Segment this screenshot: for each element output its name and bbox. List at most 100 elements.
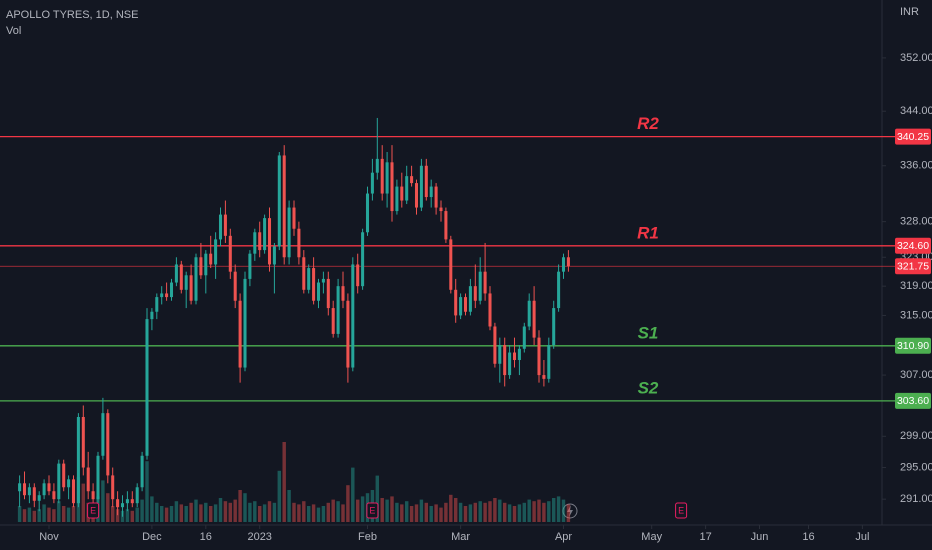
volume-bar: [507, 504, 512, 522]
level-name: R2: [637, 114, 659, 133]
event-marker[interactable]: [675, 502, 688, 519]
price-level-label: 321.75: [897, 261, 929, 273]
volume-bar: [194, 499, 198, 522]
volume-bar: [478, 501, 482, 522]
volume-bar: [502, 502, 507, 522]
volume-bar: [302, 501, 306, 522]
candle-body: [331, 308, 335, 334]
candle-body: [125, 499, 129, 504]
volume-bar: [189, 502, 193, 522]
candle-body: [316, 282, 321, 301]
candle-body: [209, 253, 213, 265]
volume-bar: [125, 509, 130, 522]
candle-body: [351, 264, 355, 368]
volume-bar: [385, 499, 389, 522]
candle-body: [459, 297, 463, 316]
candle-body: [81, 416, 85, 468]
candle-body: [96, 455, 100, 500]
volume-bar: [316, 507, 321, 522]
volume-bar: [375, 475, 380, 522]
volume-bar: [169, 506, 174, 522]
candle-body: [336, 286, 340, 334]
volume-bar: [380, 498, 384, 522]
volume-bar: [341, 504, 345, 522]
candle-body: [542, 375, 546, 379]
candle-body: [522, 326, 526, 349]
volume-label: Vol: [6, 25, 21, 37]
volume-bar: [409, 506, 414, 522]
volume-bar: [493, 498, 497, 522]
volume-bar: [488, 501, 492, 522]
candle-body: [233, 271, 237, 301]
volume-bar: [253, 501, 257, 522]
x-tick-label: Jun: [751, 531, 769, 543]
price-level-label: 310.90: [897, 340, 929, 352]
volume-bar: [218, 498, 223, 522]
volume-bar: [135, 507, 139, 522]
volume-bar: [434, 504, 438, 522]
candle-body: [18, 483, 22, 492]
candle-body: [356, 264, 360, 287]
level-name: S1: [638, 323, 659, 342]
candle-body: [47, 483, 51, 492]
volume-bar: [458, 502, 463, 522]
candle-body: [380, 158, 384, 194]
candle-body: [297, 228, 301, 258]
volume-bar: [81, 483, 86, 522]
candle-body: [52, 491, 56, 500]
event-marker[interactable]: [366, 502, 379, 519]
candle-body: [189, 275, 193, 301]
price-level-label: 303.60: [897, 395, 929, 407]
volume-bar: [223, 501, 228, 522]
candle-body: [375, 158, 379, 173]
candle-body: [400, 186, 404, 201]
volume-bar: [390, 496, 394, 522]
volume-bar: [159, 506, 164, 522]
candle-body: [414, 183, 419, 208]
volume-bar: [130, 510, 135, 522]
candle-body: [552, 308, 556, 346]
volume-bar: [336, 501, 340, 522]
volume-bar: [228, 502, 233, 522]
volume-bar: [449, 494, 453, 522]
volume-bar: [321, 506, 326, 522]
candle-body: [498, 345, 502, 364]
candle-body: [184, 275, 188, 290]
chart-title: APOLLO TYRES, 1D, NSE: [6, 9, 138, 21]
candle-body: [267, 218, 272, 265]
y-tick-label: 344.00: [900, 105, 932, 117]
news-icon[interactable]: [562, 503, 578, 519]
candle-body: [150, 311, 154, 320]
volume-bar: [106, 493, 110, 522]
candle-body: [527, 300, 531, 327]
volume-bar: [174, 501, 179, 522]
volume-bar: [551, 498, 556, 522]
candle-body: [307, 268, 311, 290]
volume-bar: [52, 509, 56, 522]
candle-body: [204, 253, 208, 276]
volume-bar: [37, 509, 41, 522]
volume-bar: [404, 501, 409, 522]
candle-body: [434, 186, 438, 208]
y-tick-label: 352.00: [900, 52, 932, 64]
volume-bar: [527, 499, 531, 522]
volume-bar: [42, 504, 46, 522]
price-level-box: [895, 258, 931, 275]
event-marker[interactable]: [87, 502, 100, 519]
candle-body: [537, 337, 541, 376]
volume-bar: [532, 501, 536, 522]
volume-bar: [547, 501, 551, 522]
candle-body: [243, 278, 247, 368]
candle-body: [478, 271, 482, 301]
level-name: S2: [638, 378, 659, 397]
x-tick-label: Jul: [855, 531, 869, 543]
candle-body: [473, 286, 477, 301]
volume-bar: [233, 499, 237, 522]
candle-body: [165, 293, 169, 298]
level-name: R1: [637, 223, 659, 242]
candle-body: [282, 155, 286, 258]
candle-body: [503, 345, 507, 376]
volume-bar: [101, 480, 105, 522]
y-tick-label: 307.00: [900, 369, 932, 381]
volume-bar: [57, 501, 61, 522]
